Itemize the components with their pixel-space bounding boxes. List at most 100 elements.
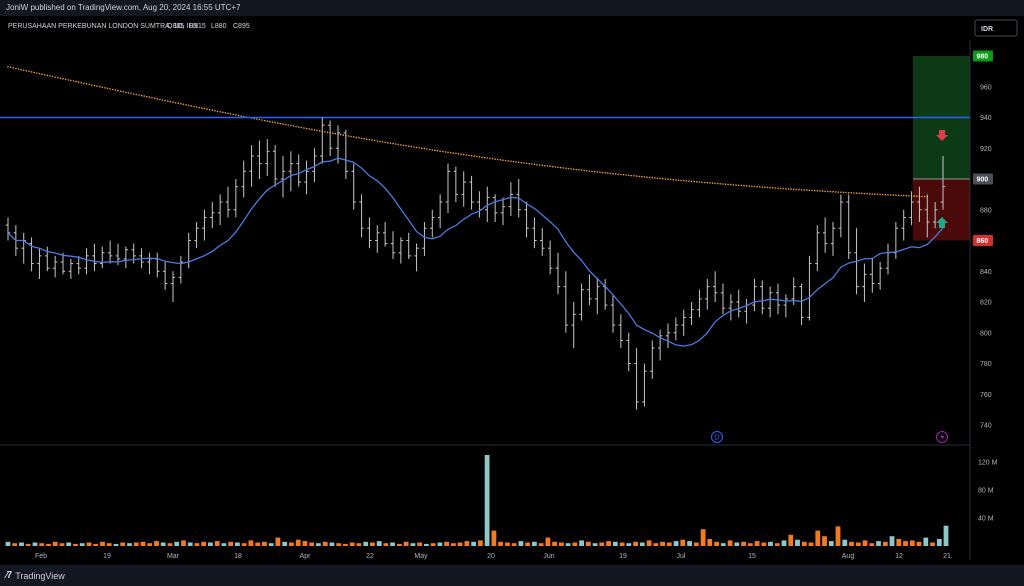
dotted-ma-point <box>614 173 617 175</box>
ohlc-bar <box>312 148 317 183</box>
dotted-ma-point <box>442 150 444 153</box>
volume-bar <box>39 543 45 546</box>
dotted-ma-point <box>282 123 284 125</box>
ohlc-bar <box>147 252 152 275</box>
volume-bar <box>795 539 800 546</box>
dotted-ma-point <box>625 174 627 176</box>
dotted-ma-point <box>913 195 915 197</box>
arrow-up-icon <box>936 217 948 229</box>
dotted-ma-point <box>638 175 640 178</box>
dotted-ma-point <box>567 167 570 170</box>
dotted-ma-point <box>88 83 90 86</box>
dotted-ma-point <box>845 191 847 194</box>
volume-bar <box>478 540 483 546</box>
ohlc-bar <box>453 166 459 203</box>
dotted-ma-point <box>887 194 889 196</box>
volume-bar <box>801 541 807 546</box>
volume-bar <box>268 543 274 546</box>
dotted-ma-point <box>135 93 138 96</box>
ohlc-bar <box>461 171 466 207</box>
ohlc-bar <box>917 186 922 223</box>
dotted-ma-point <box>201 107 203 109</box>
dotted-ma-point <box>407 145 410 147</box>
dotted-ma-point <box>439 150 441 152</box>
dotted-ma-point <box>46 74 49 77</box>
dotted-ma-point <box>271 121 274 123</box>
dotted-ma-point <box>172 101 174 103</box>
dotted-ma-point <box>455 152 457 155</box>
volume-bar <box>329 542 335 546</box>
volume-bar <box>491 530 497 546</box>
volume-bars <box>5 455 949 546</box>
ohlc-bar <box>830 222 836 256</box>
tradingview-logo[interactable]: ⁄7 TradingView <box>6 570 65 581</box>
volume-bar <box>66 542 72 546</box>
price-tag-stop: 860 <box>973 235 993 246</box>
dotted-ma-point <box>502 159 504 161</box>
dotted-ma-point <box>654 177 656 179</box>
currency-button[interactable] <box>974 19 1018 37</box>
volume-bar <box>235 542 240 546</box>
dotted-ma-point <box>332 132 334 134</box>
ohlc-bar <box>390 231 396 259</box>
ohlc-bar <box>367 217 372 249</box>
dotted-ma-point <box>316 129 318 132</box>
dotted-ma-point <box>586 169 588 172</box>
split-marker[interactable] <box>936 431 948 443</box>
dotted-ma-point <box>682 179 685 182</box>
ohlc-bar <box>846 194 851 259</box>
volume-bar <box>52 541 58 546</box>
dotted-ma-point <box>447 151 449 154</box>
time-axis[interactable]: Feb 19 Mar 18 Apr 22 May 20 Jun 19 Jul 15 Aug 12 21 <box>35 553 951 560</box>
dotted-ma-point <box>486 157 489 159</box>
dotted-ma-point <box>125 91 127 94</box>
volume-bar <box>552 541 557 546</box>
time-tick-label: 18 <box>234 553 242 560</box>
ohlc-bar <box>665 323 671 349</box>
dotted-ma-point <box>169 100 172 103</box>
dotted-ma-point <box>28 70 30 73</box>
dotted-ma-point <box>533 163 536 166</box>
dotted-ma-point <box>324 131 326 133</box>
price-tick-label: 820 <box>980 300 992 307</box>
volume-bar <box>59 543 65 546</box>
ohlc-bar <box>925 194 930 238</box>
volume-bar <box>282 541 288 546</box>
dotted-ma-point <box>394 143 397 145</box>
ohlc-bar <box>775 283 781 315</box>
dividend-marker[interactable]: D <box>711 431 723 443</box>
ohlc-bar <box>241 160 246 198</box>
dotted-ma-point <box>465 154 468 156</box>
volume-bar <box>424 543 429 546</box>
volume-bar <box>505 542 510 546</box>
volume-bar <box>862 540 868 546</box>
dotted-ma-point <box>109 88 111 90</box>
dotted-ma-point <box>714 182 716 185</box>
dotted-ma-point <box>274 121 276 124</box>
dotted-ma-point <box>662 177 664 180</box>
ohlc-readout: O885 H915 L880 C895 <box>167 23 250 30</box>
volume-bar <box>498 541 503 546</box>
ohlc-bar <box>210 202 215 229</box>
dotted-ma-point <box>677 179 680 181</box>
volume-bar <box>194 543 200 546</box>
volume-bar <box>559 542 564 546</box>
dotted-ma-point <box>536 163 538 166</box>
volume-bar <box>680 539 686 546</box>
price-chart[interactable]: PERUSAHAAN PERKEBUNAN LONDON SUMTRA, 1D,… <box>0 16 1024 565</box>
dotted-ma-point <box>15 67 17 70</box>
dotted-ma-point <box>478 156 481 158</box>
volume-bar <box>606 541 611 546</box>
volume-bar <box>599 542 605 546</box>
dotted-ma-point <box>30 71 33 73</box>
dotted-ma-point <box>216 110 219 113</box>
dotted-ma-point <box>688 180 690 182</box>
dotted-ma-point <box>93 84 96 87</box>
dotted-ma-point <box>884 193 887 196</box>
volume-bar <box>700 529 706 546</box>
dotted-ma-point <box>916 195 918 197</box>
volume-bar <box>943 525 949 546</box>
volume-bar <box>936 539 942 546</box>
volume-bar <box>208 542 213 546</box>
ohlc-bar <box>406 232 411 259</box>
